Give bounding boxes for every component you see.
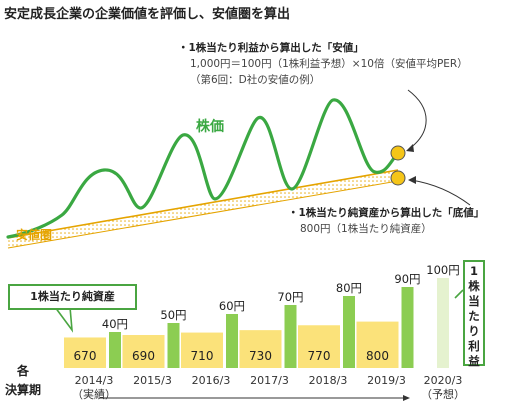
bvps-legend-box: 1株当たり純資産 [8, 284, 137, 310]
eps-value-label: 60円 [219, 299, 245, 313]
x-tick-label: 2020/3 [424, 374, 463, 387]
eps-legend-char: 利 [468, 339, 480, 353]
bvps-bar [181, 332, 223, 368]
bvps-bar [64, 337, 106, 368]
floor-arrow [410, 179, 471, 206]
x-axis-arrowhead [403, 395, 410, 401]
eps-bar [226, 314, 238, 368]
eps-annotation-formula: 1,000円＝100円（1株利益予想）×10倍（安値平均PER） [190, 58, 468, 70]
eps-legend-char: 1 [469, 264, 478, 278]
eps-annotation-heading: ・1株当たり利益から算出した「安値」 [178, 42, 364, 54]
eps-value-label: 90円 [394, 272, 420, 286]
bvps-annotation-value: 800円（1株当たり純資産） [300, 223, 432, 235]
safe-zone-band [8, 170, 398, 248]
eps-legend-char: 株 [468, 279, 480, 293]
cheap-arrow-head [406, 144, 414, 152]
safe-zone-lower-line [7, 180, 399, 249]
fiscal-period-label: 各 決算期 [0, 362, 46, 400]
eps-bar [167, 323, 180, 368]
x-tick-label: 2018/3 [309, 374, 348, 387]
eps-legend-char: た [468, 309, 480, 323]
bvps-bar [239, 330, 282, 368]
fiscal-period-label-line1: 各 [16, 364, 29, 378]
cheap-price-marker [390, 145, 406, 161]
floor-arrow-head [408, 176, 416, 184]
stock-price-line [6, 98, 400, 239]
bvps-bar [298, 325, 340, 368]
safe-zone-upper-line [7, 169, 399, 239]
eps-callout-line [454, 289, 464, 299]
bvps-value-label: 690 [132, 349, 155, 363]
x-tick-label: 2019/3 [367, 374, 406, 387]
x-tick-label: 2014/3 [75, 374, 114, 387]
eps-bar [343, 296, 355, 368]
eps-legend-char: 当 [468, 294, 480, 308]
eps-annotation-note: （第6回：D社の安値の例） [190, 74, 321, 86]
bvps-annotation-heading: ・1株当たり純資産から算出した「底値」 [288, 207, 485, 219]
x-tick-note: （予想） [421, 387, 465, 401]
bvps-annotation: ・1株当たり純資産から算出した「底値」 800円（1株当たり純資産） [288, 205, 484, 237]
eps-bar [437, 278, 449, 368]
bvps-value-label: 770 [308, 349, 331, 363]
eps-value-label: 100円 [426, 263, 459, 277]
bvps-value-label: 670 [74, 349, 97, 363]
x-tick-label: 2016/3 [192, 374, 231, 387]
eps-legend-char: 益 [468, 354, 480, 368]
bvps-value-label: 710 [191, 349, 214, 363]
eps-value-label: 70円 [277, 290, 303, 304]
x-tick-label: 2015/3 [133, 374, 172, 387]
bvps-value-label: 730 [249, 349, 272, 363]
bvps-bar [122, 335, 165, 368]
bvps-value-label: 800 [366, 349, 389, 363]
eps-bar [109, 332, 121, 368]
eps-value-label: 40円 [102, 317, 128, 331]
x-tick-label: 2017/3 [250, 374, 289, 387]
bvps-callout-pointer [53, 306, 74, 333]
eps-value-label: 50円 [160, 308, 186, 322]
cheap-arrow [407, 89, 427, 150]
x-tick-note: （実績） [72, 387, 116, 401]
eps-value-label: 80円 [336, 281, 362, 295]
page-title: 安定成長企業の企業価値を評価し、安値圏を算出 [4, 7, 291, 22]
floor-price-marker [390, 170, 406, 186]
bvps-bar [356, 321, 399, 368]
safe-zone-label: 安値圏 [16, 228, 53, 242]
eps-legend-char: り [468, 324, 480, 338]
fiscal-period-label-line2: 決算期 [4, 383, 41, 397]
eps-annotation: ・1株当たり利益から算出した「安値」 1,000円＝100円（1株利益予想）×1… [178, 40, 468, 88]
eps-bar [284, 305, 297, 368]
eps-bar [401, 287, 414, 368]
stock-price-label: 株価 [196, 119, 224, 135]
